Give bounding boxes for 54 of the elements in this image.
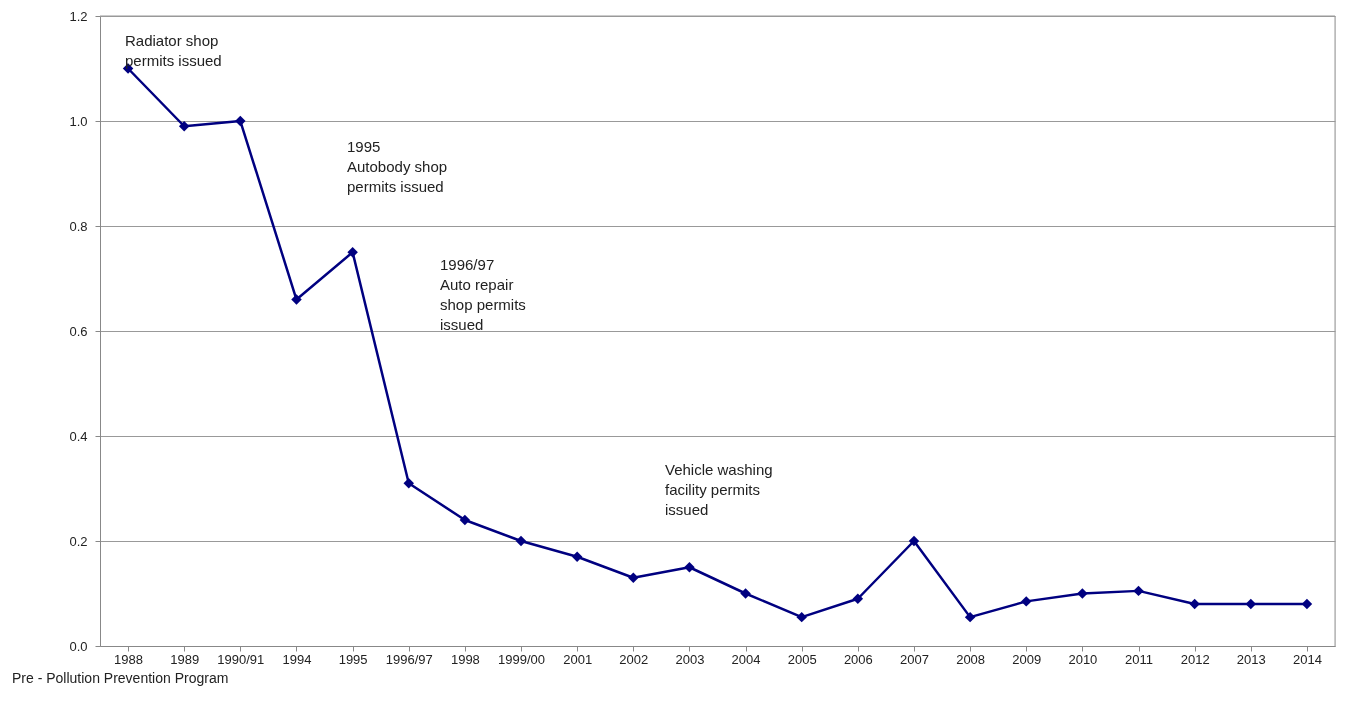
x-tick-label: 2007 [900,651,929,667]
point [291,294,302,305]
point [515,535,527,547]
point [1077,588,1088,599]
x-tick-label: 2013 [1236,651,1266,667]
point [1133,585,1144,597]
point [852,593,864,604]
x-tick-label: 1996/97 [385,651,433,667]
x-tick-label: 2004 [731,651,761,667]
y-tick-label: 0.4 [69,428,88,444]
y-tick-label: 1.0 [69,113,88,129]
x-tick-label: 2008 [956,651,986,667]
point [964,611,976,623]
x-tick-label: 1995 [338,651,368,667]
point [459,514,471,526]
x-tick-label: 1990/91 [217,651,265,667]
point [571,551,583,562]
text: Pre - Pollution Prevention Program [12,670,229,686]
x-tick-label: 2009 [1012,651,1042,667]
point [796,611,807,623]
annotation: 1995 Autobody shop permits issued [347,138,448,195]
x-tick-label: 2011 [1125,651,1154,667]
point [684,562,695,573]
x-tick-label: 2002 [619,651,649,667]
x-tick-label: 1989 [170,651,200,667]
x-tick-label: 1988 [114,651,144,667]
x-tick-label: 2001 [563,651,593,667]
point [235,115,246,127]
y-tick-label: 0.0 [69,638,88,654]
point [403,478,414,489]
x-tick-label: 1999/00 [498,651,546,667]
point [628,572,639,583]
annotation: 1996/97 Auto repair shop permits issued [440,256,526,333]
x-tick-label: 2014 [1292,651,1322,667]
point [347,247,358,258]
point [178,121,190,132]
point [1301,598,1313,610]
annotation: Radiator shop permits issued [125,32,222,69]
point [908,535,920,547]
x-tick-label: 2012 [1180,651,1210,667]
x-tick-label: 2010 [1068,651,1098,667]
x-tick-label: 2003 [675,651,705,667]
y-tick-label: 1.2 [69,8,88,24]
point [1021,596,1032,607]
y-tick-label: 0.8 [69,218,88,234]
x-tick-label: 1994 [282,651,312,667]
x-tick-label: 2006 [843,651,873,667]
point [740,588,751,599]
x-tick-label: 1998 [450,651,480,667]
y-tick-label: 0.6 [69,323,88,339]
annotation: Vehicle washing facility permits issued [665,461,773,518]
y-tick-label: 0.2 [69,533,88,549]
point [1189,598,1200,610]
x-tick-label: 2005 [787,651,817,667]
